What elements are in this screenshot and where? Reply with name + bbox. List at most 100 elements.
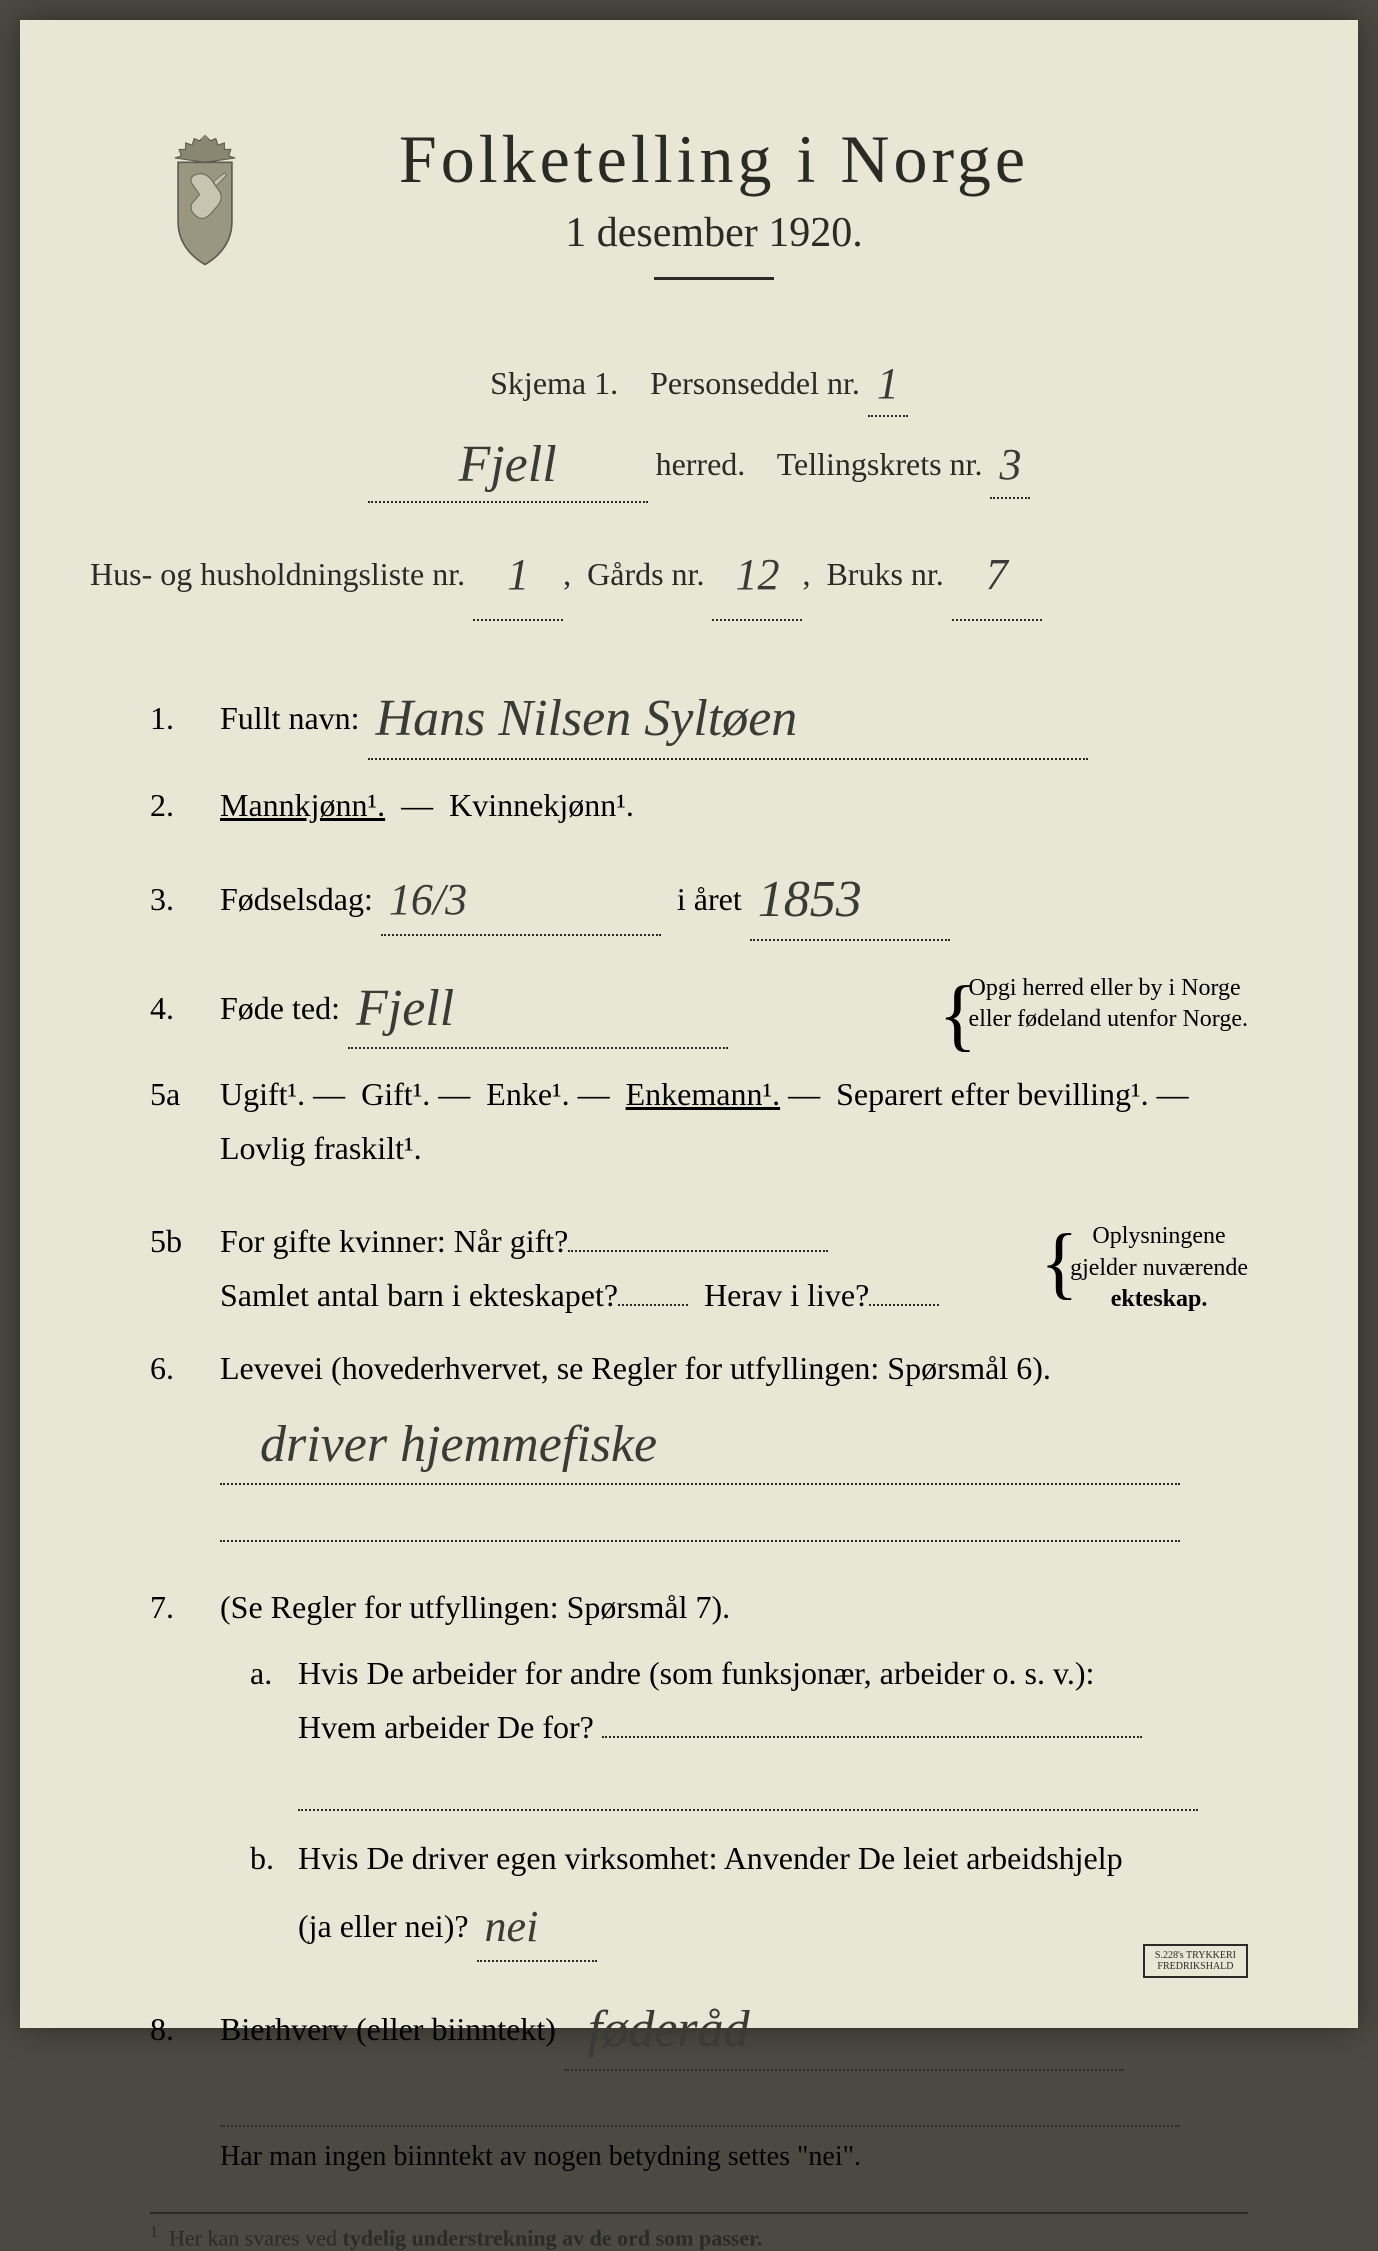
q4-value: Fjell bbox=[356, 965, 454, 1053]
herred-field: Fjell bbox=[368, 417, 648, 502]
person-nr-field: 1 bbox=[868, 345, 908, 417]
q7a-field bbox=[602, 1736, 1142, 1738]
q3-day-field: 16/3 bbox=[381, 859, 661, 936]
schema-label: Skjema 1. bbox=[490, 365, 618, 401]
q5a-dash2: — bbox=[438, 1076, 470, 1112]
bruks-field: 7 bbox=[952, 523, 1042, 622]
date-subtitle: 1 desember 1920. bbox=[180, 209, 1248, 257]
q6-label: Levevei (hovederhvervet, se Regler for u… bbox=[220, 1350, 1051, 1386]
q6-num: 6. bbox=[150, 1350, 200, 1387]
gards-field: 12 bbox=[712, 523, 802, 622]
person-nr-value: 1 bbox=[877, 349, 899, 419]
census-form-page: Folketelling i Norge 1 desember 1920. Sk… bbox=[20, 20, 1358, 2028]
q6-row: 6. Levevei (hovederhvervet, se Regler fo… bbox=[150, 1341, 1248, 1542]
q5b-side-note: Oplysningene gjelder nuværende ekteskap. bbox=[1070, 1221, 1248, 1315]
q5b-note-l1: Oplysningene bbox=[1092, 1223, 1225, 1249]
q5a-opt5: Separert efter bevilling¹. bbox=[836, 1076, 1149, 1112]
q5a-opt6: Lovlig fraskilt¹. bbox=[220, 1130, 422, 1166]
q5a-dash4: — bbox=[788, 1076, 820, 1112]
q4-note-l2: eller fødeland utenfor Norge. bbox=[969, 1006, 1248, 1032]
q5b-l2: Samlet antal barn i ekteskapet? bbox=[220, 1277, 618, 1313]
q5b-l3: Herav i live? bbox=[704, 1277, 869, 1313]
q8-num: 8. bbox=[150, 2011, 200, 2048]
q4-side-note: Opgi herred eller by i Norge eller fødel… bbox=[969, 973, 1248, 1035]
q6-field: driver hjemmefiske bbox=[220, 1395, 1180, 1485]
q1-num: 1. bbox=[150, 700, 200, 737]
q8-value: føderåd bbox=[588, 1986, 750, 2074]
hus-line: Hus- og husholdningsliste nr. 1, Gårds n… bbox=[90, 523, 1248, 622]
q5b-row: 5b For gifte kvinner: Når gift? Samlet a… bbox=[150, 1214, 1248, 1323]
printer-stamp: S.228's TRYKKERI FREDRIKSHALD bbox=[1143, 1944, 1248, 1978]
bruks-label: Bruks nr. bbox=[826, 556, 943, 592]
tellingskrets-label: Tellingskrets nr. bbox=[777, 446, 983, 482]
q5a-dash5: — bbox=[1157, 1076, 1189, 1112]
person-label: Personseddel nr. bbox=[650, 365, 860, 401]
q5b-f3 bbox=[869, 1304, 939, 1306]
q5a-opt2: Gift¹. bbox=[361, 1076, 430, 1112]
gards-value: 12 bbox=[735, 527, 779, 624]
q5a-dash3: — bbox=[578, 1076, 610, 1112]
q5b-note-l2: gjelder nuværende bbox=[1070, 1255, 1248, 1281]
title-divider bbox=[654, 277, 774, 280]
q2-dash: — bbox=[401, 787, 433, 823]
header: Folketelling i Norge 1 desember 1920. bbox=[150, 120, 1248, 315]
title-block: Folketelling i Norge 1 desember 1920. bbox=[180, 120, 1248, 315]
q8-note: Har man ingen biinntekt av nogen betydni… bbox=[220, 2141, 861, 2172]
q7b-letter: b. bbox=[250, 1831, 290, 1885]
q3-year-label: i året bbox=[677, 881, 742, 917]
q8-row: 8. Bierhverv (eller biinntekt) føderåd H… bbox=[150, 1980, 1248, 2181]
q5a-opt3: Enke¹. bbox=[486, 1076, 569, 1112]
q4-field: Fjell bbox=[348, 959, 728, 1049]
q7b-field: nei bbox=[477, 1886, 597, 1963]
hus-label: Hus- og husholdningsliste nr. bbox=[90, 556, 465, 592]
hus-field: 1 bbox=[473, 523, 563, 622]
q1-label: Fullt navn: bbox=[220, 700, 360, 736]
q3-day-value: 16/3 bbox=[389, 863, 467, 938]
q7b-l2: (ja eller nei)? bbox=[298, 1908, 469, 1944]
stamp-l2: FREDRIKSHALD bbox=[1157, 1961, 1233, 1972]
q2-mann: Mannkjønn¹. bbox=[220, 787, 385, 823]
q1-field: Hans Nilsen Syltøen bbox=[368, 669, 1088, 759]
q5a-num: 5a bbox=[150, 1076, 200, 1113]
q8-field2 bbox=[220, 2071, 1180, 2127]
q5b-f1 bbox=[568, 1250, 828, 1252]
q8-label: Bierhverv (eller biinntekt) bbox=[220, 2011, 556, 2047]
herred-value: Fjell bbox=[458, 423, 556, 506]
q5a-opt4: Enkemann¹. bbox=[626, 1076, 780, 1112]
tellingskrets-value: 3 bbox=[999, 430, 1021, 500]
q3-row: 3. Fødselsdag: 16/3 i året 1853 bbox=[150, 850, 1248, 940]
q7-row: 7. (Se Regler for utfyllingen: Spørsmål … bbox=[150, 1580, 1248, 1963]
q7b-l1: Hvis De driver egen virksomhet: Anvender… bbox=[298, 1840, 1123, 1876]
q8-field: føderåd bbox=[564, 1980, 1124, 2070]
tellingskrets-field: 3 bbox=[990, 426, 1030, 498]
gards-label: Gårds nr. bbox=[587, 556, 704, 592]
q7b-value: nei bbox=[485, 1890, 539, 1965]
q3-year-value: 1853 bbox=[758, 856, 862, 944]
q7-num: 7. bbox=[150, 1589, 200, 1626]
q7a-letter: a. bbox=[250, 1646, 290, 1700]
q7-label: (Se Regler for utfyllingen: Spørsmål 7). bbox=[220, 1589, 730, 1625]
hus-value: 1 bbox=[507, 527, 529, 624]
q6-field2 bbox=[220, 1485, 1180, 1541]
q4-label: Føde ted: bbox=[220, 990, 340, 1026]
q1-row: 1. Fullt navn: Hans Nilsen Syltøen bbox=[150, 669, 1248, 759]
footnote-text: Her kan svares ved tydelig understreknin… bbox=[169, 2225, 762, 2250]
q2-row: 2. Mannkjønn¹. — Kvinnekjønn¹. bbox=[150, 778, 1248, 832]
q2-num: 2. bbox=[150, 787, 200, 824]
q3-year-field: 1853 bbox=[750, 850, 950, 940]
stamp-l1: S.228's TRYKKERI bbox=[1155, 1950, 1236, 1961]
q7a-field2 bbox=[298, 1755, 1198, 1811]
q3-num: 3. bbox=[150, 881, 200, 918]
q1-value: Hans Nilsen Syltøen bbox=[376, 675, 798, 763]
footnote: 1 Her kan svares ved tydelig understrekn… bbox=[150, 2224, 1248, 2251]
footer-rule: 1 Her kan svares ved tydelig understrekn… bbox=[150, 2212, 1248, 2251]
q4-num: 4. bbox=[150, 990, 200, 1027]
q6-value: driver hjemmefiske bbox=[260, 1401, 657, 1489]
q5a-dash1: — bbox=[313, 1076, 345, 1112]
footnote-marker: 1 bbox=[150, 2224, 158, 2241]
q5b-l1: For gifte kvinner: Når gift? bbox=[220, 1223, 568, 1259]
q5a-row: 5a Ugift¹. — Gift¹. — Enke¹. — Enkemann¹… bbox=[150, 1067, 1248, 1176]
q5b-num: 5b bbox=[150, 1223, 200, 1260]
bruks-value: 7 bbox=[986, 527, 1008, 624]
form-header-block: Skjema 1. Personseddel nr. 1 Fjell herre… bbox=[150, 345, 1248, 503]
